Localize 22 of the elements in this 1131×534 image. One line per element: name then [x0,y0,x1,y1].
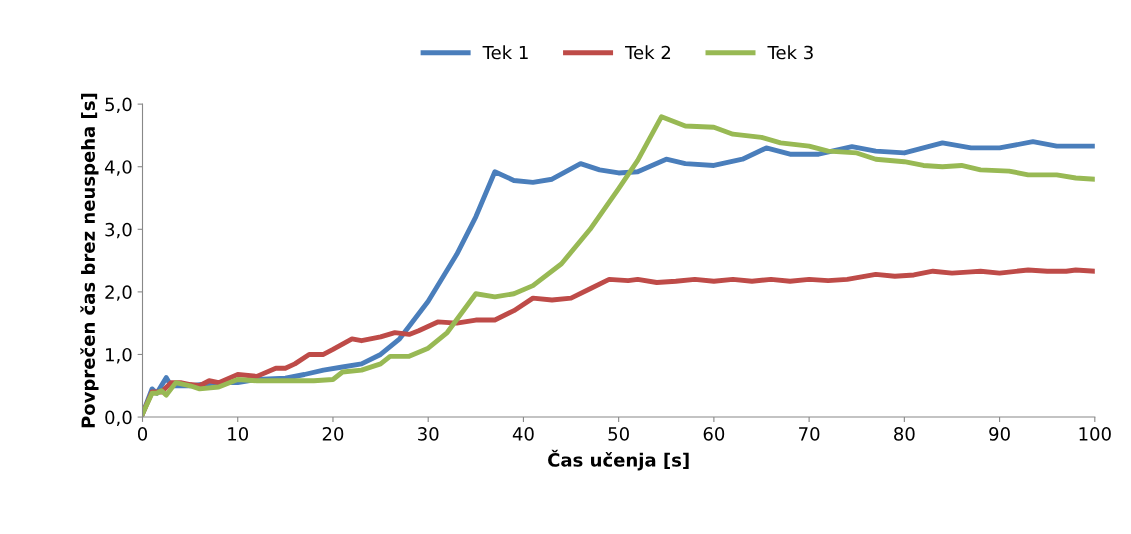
y-tick-label: 2,0 [105,285,132,301]
y-tick-label: 1,0 [106,347,132,364]
x-tick-label: 30 [418,427,439,441]
x-tick-label: 20 [322,427,344,441]
y-tick-label: 5,0 [105,97,132,114]
y-axis-title: Povprečen čas brez neuspeha [s] [80,93,99,428]
y-tick-label: 3,0 [105,222,132,239]
x-axis-title: Čas učenja [s] [548,449,689,471]
x-tick-label: 80 [894,427,915,441]
x-tick-label: 90 [989,427,1010,441]
legend-label: Tek 1 [482,45,528,60]
x-tick-label: 0 [137,427,148,441]
y-tick-label: 4,0 [104,160,132,176]
x-tick-label: 10 [228,427,249,441]
x-tick-label: 100 [1079,427,1111,441]
x-tick-label: 70 [799,427,820,441]
legend-label: Tek 2 [625,45,671,60]
x-tick-label: 60 [703,427,725,441]
legend-label: Tek 3 [767,45,813,60]
x-tick-label: 50 [608,427,629,441]
x-tick-label: 40 [512,427,534,441]
y-tick-label: 0,0 [105,410,132,427]
